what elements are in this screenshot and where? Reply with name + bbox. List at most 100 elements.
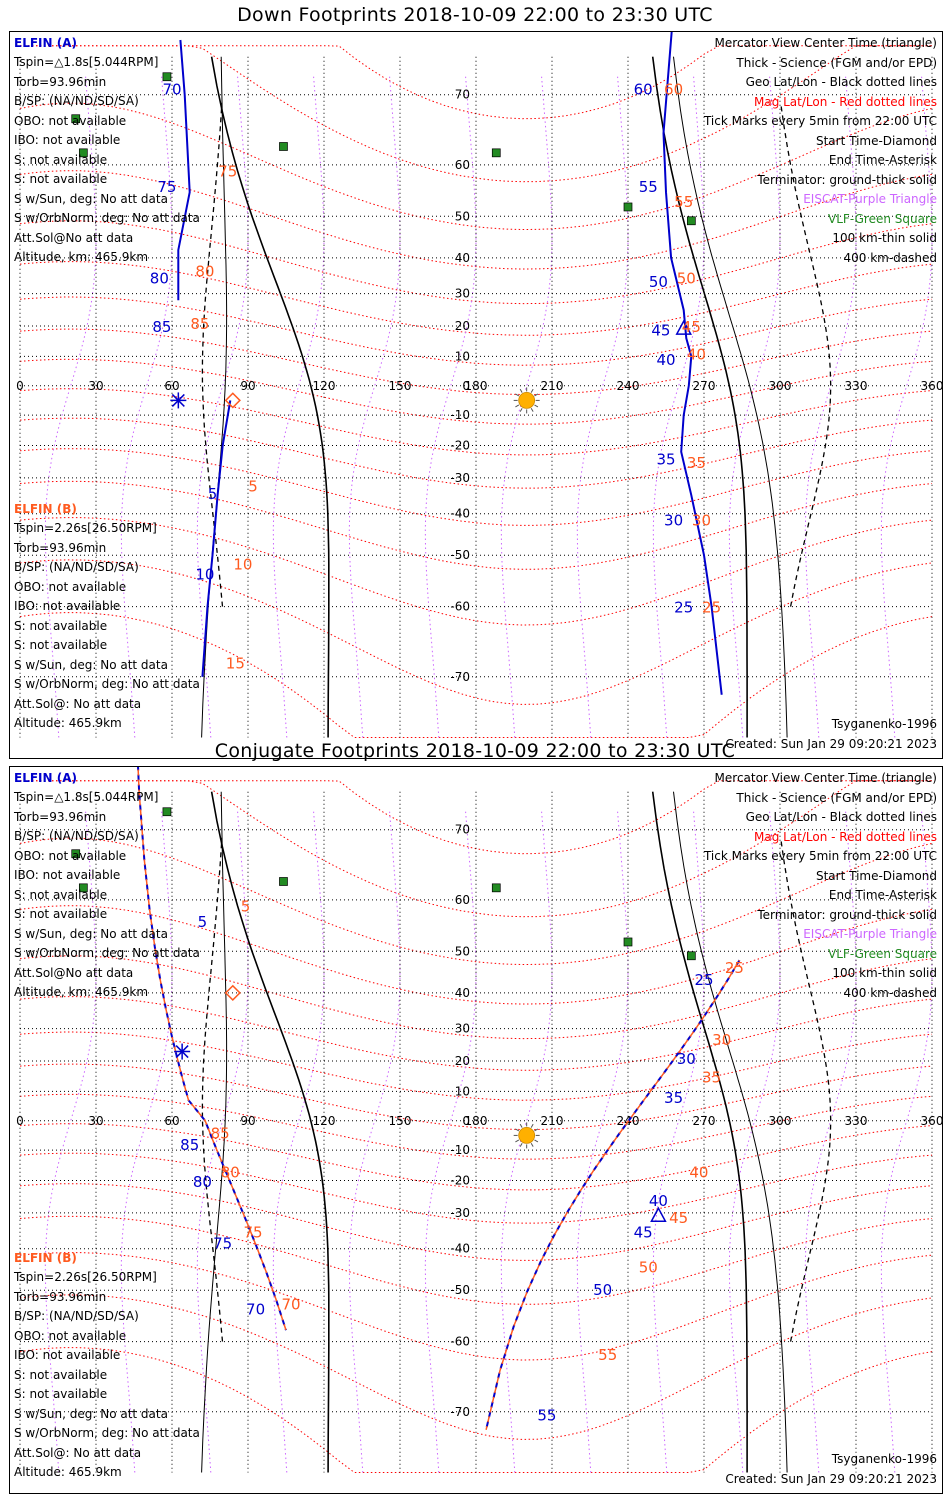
mag-lon-line <box>652 811 705 1473</box>
sun-ray <box>515 1139 520 1143</box>
lon-tick-label: 210 <box>541 1114 564 1128</box>
info-line: Mag Lat/Lon - Red dotted lines <box>753 94 937 109</box>
conjugate-footprints-plot: 70 60 50 40 30 20 10 0 -10 -20 -30 -40 -50 -60 -70 0 30 6… <box>16 767 942 1473</box>
sat-a-time-tick: 40 <box>656 351 675 369</box>
mag-lon-line <box>424 811 477 1473</box>
info-line: Thick - Science (FGM and/or EPD) <box>736 790 937 805</box>
boundary-400km <box>201 103 224 607</box>
sat-b-time-tick: 5 <box>248 478 258 496</box>
sun-ray <box>530 1123 534 1128</box>
sat-a-time-tick: 55 <box>537 1407 556 1425</box>
mag-lon-line <box>728 811 781 1473</box>
terminator-line <box>651 791 748 1473</box>
info-line: Geo Lat/Lon - Black dotted lines <box>745 810 937 824</box>
info-line: 400 km-dashed <box>843 985 937 1000</box>
info-line: S: not available <box>14 907 108 921</box>
lon-tick-label: 120 <box>313 1114 336 1128</box>
sat-b-time-tick: 70 <box>282 1295 301 1313</box>
lon-tick-label: 60 <box>164 379 179 393</box>
sat-a-time-tick: 35 <box>664 1089 683 1107</box>
mag-lon-line <box>500 76 553 738</box>
sat-a-track <box>662 32 723 695</box>
down-footprints-plot: 70 60 50 40 30 20 10 0 -10 -20 -30 -40 -50 -60 -70 0 30 6… <box>16 32 942 738</box>
lat-tick-label: -30 <box>450 471 470 485</box>
start-diamond <box>224 392 241 409</box>
boundary-100km <box>673 791 788 1473</box>
lon-tick-label: 90 <box>240 379 255 393</box>
mag-lon-line <box>880 811 933 1473</box>
sat-a-time-tick: 30 <box>664 511 683 529</box>
model-label: Tsyganenko-1996 <box>831 717 937 731</box>
info-line: Altitude, km: 465.9km <box>14 250 149 264</box>
sat-a-time-tick: 70 <box>162 81 181 99</box>
info-line: EISCAT-Purple Triangle <box>803 927 937 941</box>
sat-a-time-tick: 60 <box>634 81 653 99</box>
vlf-station-marker <box>279 142 288 151</box>
sat-b-time-tick: 75 <box>218 162 237 180</box>
sat-a-time-tick: 85 <box>180 1136 199 1154</box>
info-line: IBO: not available <box>14 868 121 882</box>
info-line: Tspin=2.26s[26.50RPM] <box>14 1270 157 1284</box>
info-line: B/SP: (NA/ND/SD/SA) <box>14 1309 139 1323</box>
sun-ray <box>534 1139 539 1143</box>
lon-tick-label: 30 <box>88 379 103 393</box>
sun-ray <box>530 1142 534 1147</box>
mag-lon-line <box>120 811 173 1473</box>
end-asterisk <box>171 393 185 407</box>
lon-tick-label: 30 <box>88 1114 103 1128</box>
mag-lon-line <box>272 76 325 738</box>
sat-b-time-tick: 45 <box>682 318 701 336</box>
legend: Mercator View Center Time (triangle) Thic… <box>704 769 937 1003</box>
vlf-station-marker <box>78 883 88 893</box>
info-line: B/SP: (NA/ND/SD/SA) <box>14 560 139 574</box>
lat-tick-label: 0 <box>462 379 470 393</box>
info-line: Terminator: ground-thick solid <box>757 907 937 922</box>
sat-b-time-tick: 75 <box>244 1223 263 1241</box>
info-line: Tick Marks every 5min from 22:00 UTC <box>703 849 937 863</box>
sun-ray <box>519 407 523 412</box>
sat-a-time-tick: 30 <box>677 1050 696 1068</box>
sat-b-time-tick: 50 <box>639 1259 658 1277</box>
sat-a-track <box>485 959 741 1431</box>
sat-b-time-tick: 50 <box>677 269 696 287</box>
info-line: Att.Sol@No att data <box>14 965 134 980</box>
mag-lon-line <box>348 811 401 1473</box>
info-line: 100 km-thin solid <box>832 231 937 245</box>
lat-tick-label: -70 <box>450 670 470 684</box>
boundary-100km <box>673 56 788 738</box>
mag-lat-line <box>19 837 933 966</box>
terminator-line <box>210 791 330 1473</box>
info-line: 100 km-thin solid <box>832 966 937 980</box>
lat-tick-label: -20 <box>450 1174 470 1188</box>
sat-a-time-tick: 10 <box>195 565 214 583</box>
lon-tick-label: 150 <box>389 1114 412 1128</box>
vlf-station-marker <box>686 216 696 226</box>
info-line: OBO: not available <box>14 848 127 863</box>
info-line: S: not available <box>14 618 108 633</box>
sat-a-time-tick: 45 <box>651 321 670 339</box>
sat-a-time-tick: 50 <box>649 273 668 291</box>
sat-a-time-tick: 75 <box>213 1235 232 1253</box>
sun-ray <box>534 393 539 397</box>
lat-tick-label: -70 <box>450 1405 470 1419</box>
mag-lon-line <box>500 811 553 1473</box>
mag-lat-line <box>19 1031 933 1101</box>
lat-tick-label: -30 <box>450 1206 470 1220</box>
lat-tick-label: -10 <box>450 408 470 422</box>
mag-lat-line <box>19 417 933 489</box>
info-line: S w/OrbNorm, deg: No att data <box>14 211 200 225</box>
sat-b-label: ELFIN (B) <box>14 502 77 516</box>
lat-tick-label: 0 <box>462 1114 470 1128</box>
sat-b-time-tick: 35 <box>702 1068 721 1086</box>
boundary-400km <box>780 838 832 1342</box>
mag-lon-line <box>728 76 781 738</box>
lon-tick-label: 120 <box>313 379 336 393</box>
lon-tick-label: 60 <box>164 1114 179 1128</box>
mag-lon-line <box>196 811 249 1473</box>
sun-ray <box>530 388 534 393</box>
info-line: Tspin=2.26s[26.50RPM] <box>14 521 157 535</box>
lat-tick-label: 70 <box>455 88 470 102</box>
lon-tick-label: 240 <box>617 379 640 393</box>
mag-lon-line <box>348 76 401 738</box>
sun-ray <box>530 407 534 412</box>
